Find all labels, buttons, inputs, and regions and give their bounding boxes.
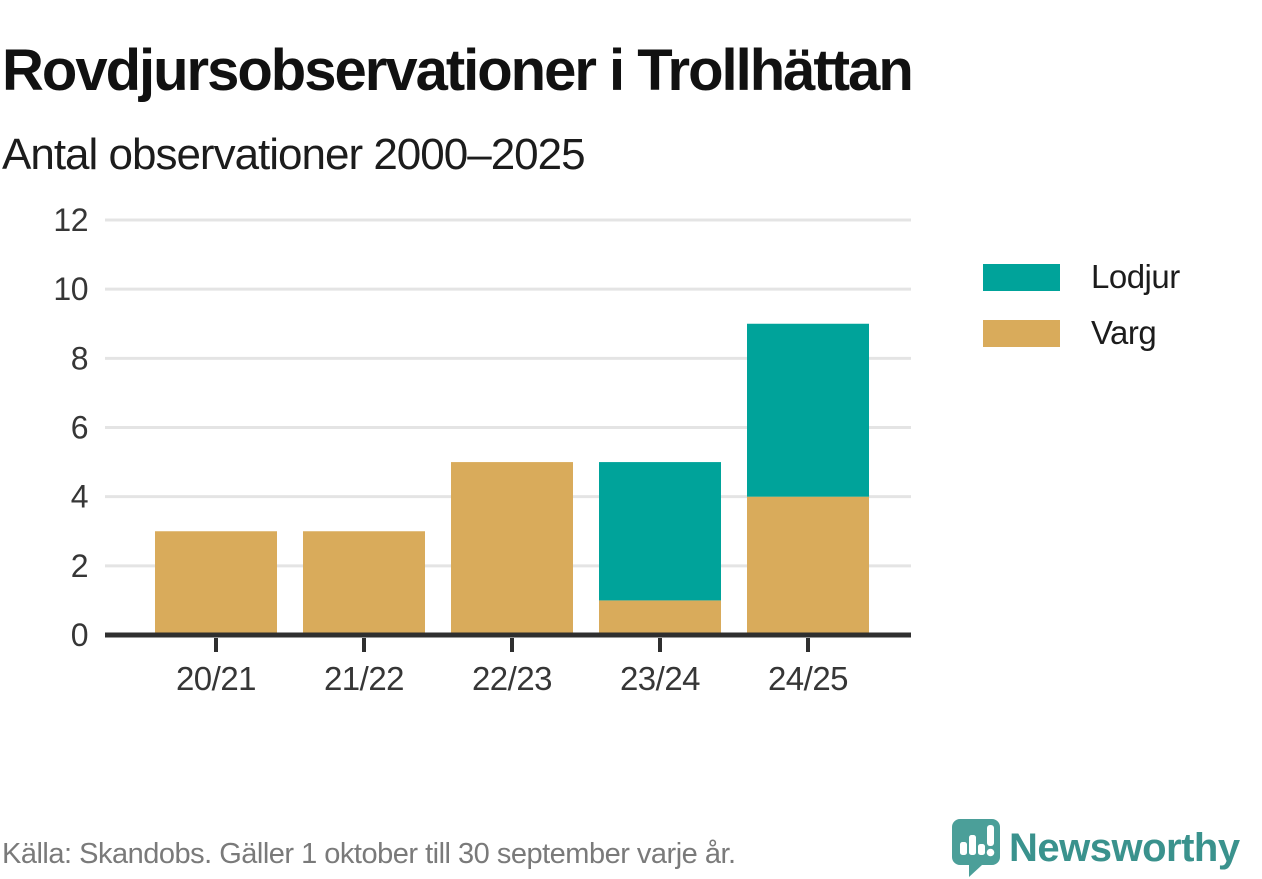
svg-text:4: 4 (71, 479, 88, 515)
legend-item-lodjur: Lodjur (983, 258, 1180, 295)
svg-text:0: 0 (71, 617, 88, 653)
source-note: Källa: Skandobs. Gäller 1 oktober till 3… (2, 838, 736, 870)
newsworthy-logo-icon (952, 819, 1000, 877)
svg-text:12: 12 (53, 202, 88, 238)
svg-text:21/22: 21/22 (324, 660, 404, 697)
legend-item-varg: Varg (983, 314, 1180, 351)
stacked-bar-chart: 0 2 4 6 8 10 12 20/21 21/22 22/23 23/24 24/25 (53, 202, 911, 697)
svg-text:24/25: 24/25 (768, 660, 848, 697)
legend-swatch-lodjur (983, 263, 1060, 291)
legend-swatch-varg (983, 319, 1060, 347)
svg-text:6: 6 (71, 410, 88, 446)
svg-text:2: 2 (71, 548, 88, 584)
svg-text:23/24: 23/24 (620, 660, 700, 697)
svg-text:8: 8 (71, 340, 88, 376)
page-title: Rovdjursobservationer i Trollhättan (2, 37, 914, 103)
legend-label-lodjur: Lodjur (1091, 258, 1180, 295)
svg-text:10: 10 (53, 271, 88, 307)
brand-name: Newsworthy (1009, 826, 1240, 870)
chart-legend: Lodjur Varg (983, 258, 1180, 374)
legend-label-varg: Varg (1091, 314, 1157, 351)
svg-text:20/21: 20/21 (176, 660, 256, 697)
chart-subtitle: Antal observationer 2000–2025 (2, 130, 586, 179)
svg-text:22/23: 22/23 (472, 660, 552, 697)
brand-logo: Newsworthy (952, 819, 1240, 877)
